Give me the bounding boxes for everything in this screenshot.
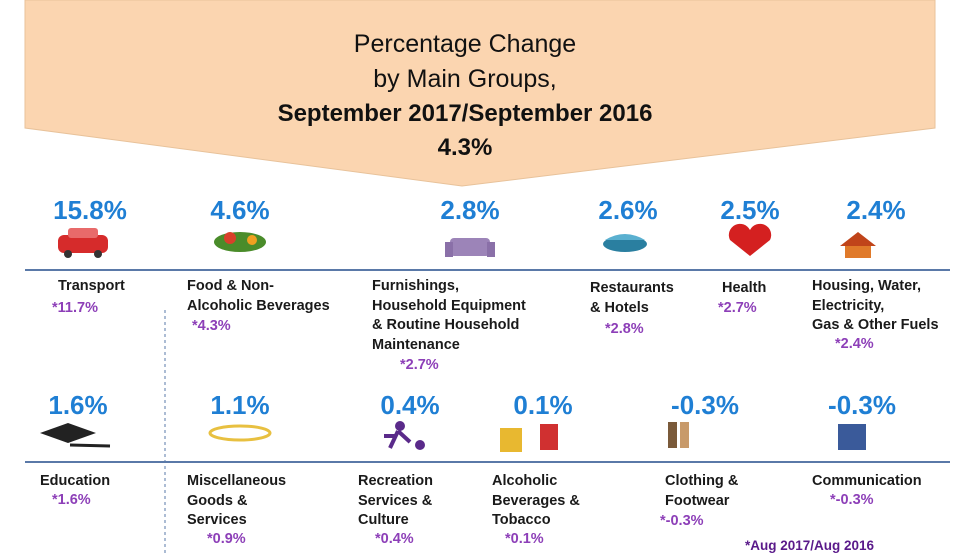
group-value: 2.6% [598,195,658,225]
group-value: 15.8% [53,195,127,225]
group-name: Food & Non- [187,278,274,294]
group-name: Transport [58,278,125,294]
group-previous: *0.1% [505,531,544,547]
group-name: Services & [358,492,433,509]
group-previous: *0.4% [375,531,414,547]
group-name: Restaurants [590,280,674,296]
group-value: 4.6% [210,195,270,225]
header-line: by Main Groups, [373,65,557,93]
header-total: 4.3% [437,134,493,161]
group-previous: *2.7% [400,357,439,373]
group-name: Communication [812,473,922,489]
group-value: -0.3% [671,390,739,420]
group-name: Miscellaneous [187,473,287,489]
header-period: September 2017/September 2016 [277,100,653,127]
group-previous: *11.7% [52,300,98,316]
group-name: Maintenance [372,336,460,353]
group-previous: *-0.3% [660,513,704,529]
banner [24,0,936,187]
group-value: 0.1% [513,390,573,420]
group-name: Alcoholic Beverages [187,297,330,314]
group-name: Clothing & [665,473,739,489]
group-value: 2.8% [440,195,500,225]
icons [40,223,876,452]
group-value: 2.5% [720,195,780,225]
group-value: 2.4% [846,195,906,225]
group-name: Services [187,512,247,528]
group-name: Gas & Other Fuels [812,317,939,333]
group-name: Electricity, [812,297,885,314]
group-name: Education [40,473,111,489]
group-name: Goods & [187,492,248,509]
group-value: -0.3% [828,390,896,420]
group-previous: *1.6% [52,492,91,508]
group-previous: *4.3% [192,318,231,334]
group-name: Footwear [665,492,730,509]
group-value: 0.4% [380,390,440,420]
group-name: Beverages & [492,492,580,509]
group-name: Health [722,280,767,296]
group-value: 1.1% [210,390,270,420]
group-value: 1.6% [48,390,108,420]
group-previous: *-0.3% [830,492,874,508]
group-name: Culture [358,512,409,528]
group-name: Recreation [358,473,433,489]
group-previous: *0.9% [207,531,246,547]
group-name: Household Equipment [372,297,526,314]
footnote: *Aug 2017/Aug 2016 [745,538,875,553]
group-previous: *2.8% [605,321,644,337]
group-name: Furnishings, [372,278,459,294]
group-previous: *2.4% [835,336,874,352]
group-name: Alcoholic [492,473,558,489]
header-line: Percentage Change [353,30,577,58]
group-name: & Routine Household [372,317,520,333]
group-previous: *2.7% [718,300,757,316]
group-name: Tobacco [492,512,551,528]
group-name: Housing, Water, [812,278,922,294]
group-name: & Hotels [590,299,649,316]
